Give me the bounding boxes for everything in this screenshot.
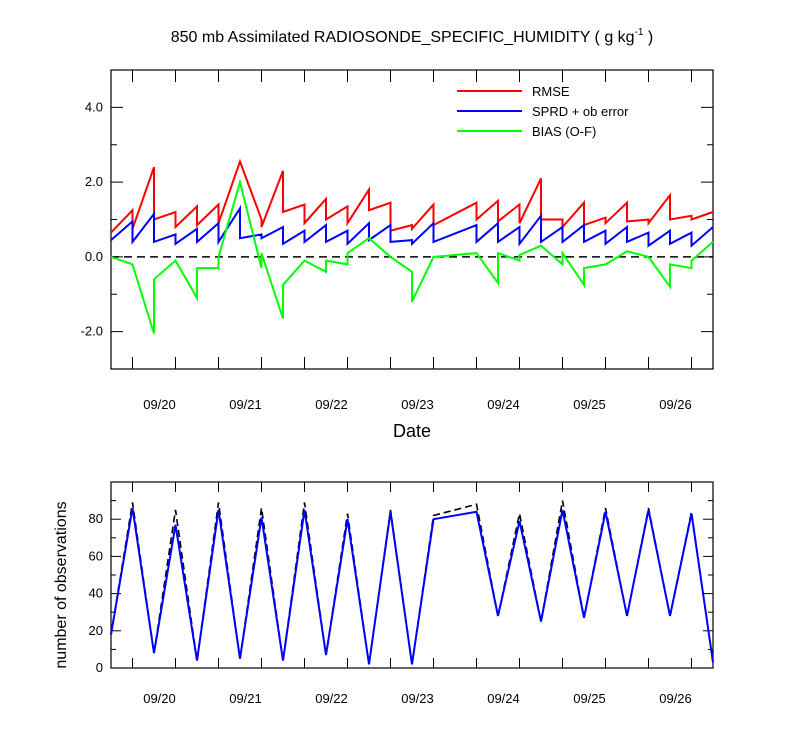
chart1-x-tick-label: 09/26	[659, 397, 692, 412]
chart2-series-used	[110, 507, 714, 665]
chart1-y-tick-label: 2.0	[85, 174, 103, 189]
chart1-x-tick-label: 09/20	[143, 397, 176, 412]
chart2-y-tick-label: 60	[89, 548, 103, 563]
chart1-x-tick-label: 09/23	[401, 397, 434, 412]
chart1-x-axis-title: Date	[393, 421, 431, 441]
chart1-x-tick-label: 09/24	[487, 397, 520, 412]
chart1-series-rmse	[110, 158, 714, 234]
chart2-x-tick-label: 09/22	[315, 691, 348, 706]
chart2-x-tick-label: 09/21	[229, 691, 262, 706]
chart2-y-tick-label: 20	[89, 623, 103, 638]
chart1-series-bias-o-f-	[110, 178, 714, 334]
chart1-legend-label: BIAS (O-F)	[532, 124, 596, 139]
chart1-legend-label: RMSE	[532, 84, 570, 99]
chart2-series-possible	[110, 500, 714, 665]
chart1-y-tick-label: 0.0	[85, 249, 103, 264]
chart2-y-tick-label: 80	[89, 511, 103, 526]
chart1-series-sprd-ob-error	[110, 204, 714, 248]
chart2-x-tick-label: 09/25	[573, 691, 606, 706]
chart2-y-tick-label: 0	[96, 660, 103, 675]
chart2-x-tick-label: 09/20	[143, 691, 176, 706]
chart1-x-tick-label: 09/25	[573, 397, 606, 412]
chart1-y-tick-label: -2.0	[81, 324, 103, 339]
chart2-x-tick-label: 09/24	[487, 691, 520, 706]
chart2-frame	[110, 481, 714, 669]
chart1-legend-label: SPRD + ob error	[532, 104, 629, 119]
chart1-x-tick-label: 09/21	[229, 397, 262, 412]
chart1-x-tick-label: 09/22	[315, 397, 348, 412]
chart1-y-tick-label: 4.0	[85, 99, 103, 114]
chart2-x-tick-label: 09/23	[401, 691, 434, 706]
chart2-y-axis-title: number of observations	[53, 501, 70, 668]
chart2-y-tick-label: 40	[89, 586, 103, 601]
chart1-title: 850 mb Assimilated RADIOSONDE_SPECIFIC_H…	[171, 27, 654, 46]
chart2-x-tick-label: 09/26	[659, 691, 692, 706]
